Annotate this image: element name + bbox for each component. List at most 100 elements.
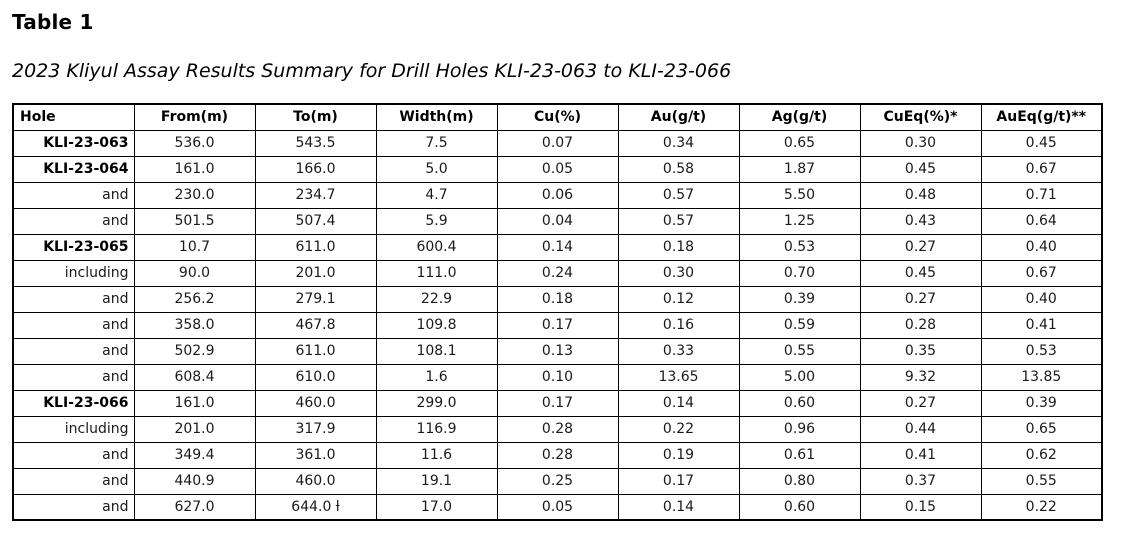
value-cell: 161.0 [133, 155, 256, 183]
value-cell: 0.24 [496, 259, 619, 287]
hole-qualifier-cell: and [12, 441, 135, 469]
value-cell: 0.45 [980, 129, 1103, 157]
value-cell: 0.55 [738, 337, 861, 365]
table-row: KLI-23-063 536.0 543.5 7.5 0.07 0.34 0.65 0.30 0… [12, 129, 1103, 157]
column-header-cueq: CuEq(%)* [859, 103, 982, 131]
value-cell: 644.0 ƚ [254, 493, 377, 521]
value-cell: 0.41 [980, 311, 1103, 339]
value-cell: 0.18 [617, 233, 740, 261]
table-row: and 502.9 611.0 108.1 0.13 0.33 0.55 0.35 0.53 [12, 337, 1103, 365]
value-cell: 0.30 [859, 129, 982, 157]
value-cell: 109.8 [375, 311, 498, 339]
value-cell: 108.1 [375, 337, 498, 365]
value-cell: 22.9 [375, 285, 498, 313]
value-cell: 0.27 [859, 233, 982, 261]
value-cell: 0.28 [859, 311, 982, 339]
table-caption: 2023 Kliyul Assay Results Summary for Dr… [12, 60, 732, 82]
table-row: KLI-23-064 161.0 166.0 5.0 0.05 0.58 1.87 0.45 0… [12, 155, 1103, 183]
value-cell: 0.15 [859, 493, 982, 521]
table-row: and 627.0 644.0 ƚ 17.0 0.05 0.14 0.60 0.15 0.22 [12, 493, 1103, 521]
value-cell: 608.4 [133, 363, 256, 391]
assay-results-table: Hole From(m) To(m) Width(m) Cu(%) Au(g/t… [12, 103, 1103, 521]
value-cell: 0.71 [980, 181, 1103, 209]
value-cell: 1.25 [738, 207, 861, 235]
value-cell: 166.0 [254, 155, 377, 183]
value-cell: 0.17 [617, 467, 740, 495]
value-cell: 501.5 [133, 207, 256, 235]
value-cell: 0.40 [980, 285, 1103, 313]
value-cell: 0.06 [496, 181, 619, 209]
value-cell: 111.0 [375, 259, 498, 287]
value-cell: 0.45 [859, 155, 982, 183]
value-cell: 0.48 [859, 181, 982, 209]
value-cell: 0.05 [496, 155, 619, 183]
value-cell: 0.80 [738, 467, 861, 495]
value-cell: 0.18 [496, 285, 619, 313]
table-row: KLI-23-065 10.7 611.0 600.4 0.14 0.18 0.53 0.27… [12, 233, 1103, 261]
table-row: and 230.0 234.7 4.7 0.06 0.57 5.50 0.48 0.71 [12, 181, 1103, 209]
value-cell: 0.58 [617, 155, 740, 183]
value-cell: 0.60 [738, 493, 861, 521]
header-row: Hole From(m) To(m) Width(m) Cu(%) Au(g/t… [12, 103, 1103, 131]
value-cell: 0.13 [496, 337, 619, 365]
value-cell: 7.5 [375, 129, 498, 157]
value-cell: 611.0 [254, 233, 377, 261]
column-header-hole: Hole [12, 103, 135, 131]
value-cell: 361.0 [254, 441, 377, 469]
value-cell: 5.9 [375, 207, 498, 235]
value-cell: 201.0 [133, 415, 256, 443]
hole-qualifier-cell: and [12, 493, 135, 521]
value-cell: 440.9 [133, 467, 256, 495]
value-cell: 536.0 [133, 129, 256, 157]
value-cell: 0.55 [980, 467, 1103, 495]
value-cell: 13.65 [617, 363, 740, 391]
table-row: and 349.4 361.0 11.6 0.28 0.19 0.61 0.41 0.62 [12, 441, 1103, 469]
value-cell: 0.30 [617, 259, 740, 287]
value-cell: 9.32 [859, 363, 982, 391]
value-cell: 0.61 [738, 441, 861, 469]
value-cell: 279.1 [254, 285, 377, 313]
value-cell: 0.60 [738, 389, 861, 417]
value-cell: 5.00 [738, 363, 861, 391]
value-cell: 161.0 [133, 389, 256, 417]
hole-qualifier-cell: and [12, 285, 135, 313]
hole-qualifier-cell: including [12, 259, 135, 287]
value-cell: 0.39 [738, 285, 861, 313]
value-cell: 0.35 [859, 337, 982, 365]
hole-id-cell: KLI-23-064 [12, 155, 135, 183]
assay-table-header: Hole From(m) To(m) Width(m) Cu(%) Au(g/t… [12, 103, 1103, 131]
value-cell: 0.43 [859, 207, 982, 235]
value-cell: 0.04 [496, 207, 619, 235]
value-cell: 0.41 [859, 441, 982, 469]
value-cell: 10.7 [133, 233, 256, 261]
value-cell: 0.25 [496, 467, 619, 495]
value-cell: 0.37 [859, 467, 982, 495]
value-cell: 1.87 [738, 155, 861, 183]
value-cell: 349.4 [133, 441, 256, 469]
hole-qualifier-cell: and [12, 363, 135, 391]
assay-table-body: KLI-23-063 536.0 543.5 7.5 0.07 0.34 0.65 0.30 0… [12, 129, 1103, 521]
value-cell: 600.4 [375, 233, 498, 261]
hole-qualifier-cell: and [12, 337, 135, 365]
hole-id-cell: KLI-23-066 [12, 389, 135, 417]
table-row: and 440.9 460.0 19.1 0.25 0.17 0.80 0.37 0.55 [12, 467, 1103, 495]
value-cell: 460.0 [254, 389, 377, 417]
value-cell: 0.53 [738, 233, 861, 261]
value-cell: 0.17 [496, 311, 619, 339]
table-row: and 256.2 279.1 22.9 0.18 0.12 0.39 0.27 0.40 [12, 285, 1103, 313]
value-cell: 0.45 [859, 259, 982, 287]
hole-id-cell: KLI-23-065 [12, 233, 135, 261]
value-cell: 5.0 [375, 155, 498, 183]
value-cell: 0.19 [617, 441, 740, 469]
value-cell: 5.50 [738, 181, 861, 209]
table-row: KLI-23-066 161.0 460.0 299.0 0.17 0.14 0.60 0.2… [12, 389, 1103, 417]
value-cell: 0.44 [859, 415, 982, 443]
value-cell: 502.9 [133, 337, 256, 365]
value-cell: 17.0 [375, 493, 498, 521]
value-cell: 543.5 [254, 129, 377, 157]
value-cell: 0.22 [980, 493, 1103, 521]
value-cell: 0.65 [738, 129, 861, 157]
value-cell: 11.6 [375, 441, 498, 469]
value-cell: 460.0 [254, 467, 377, 495]
